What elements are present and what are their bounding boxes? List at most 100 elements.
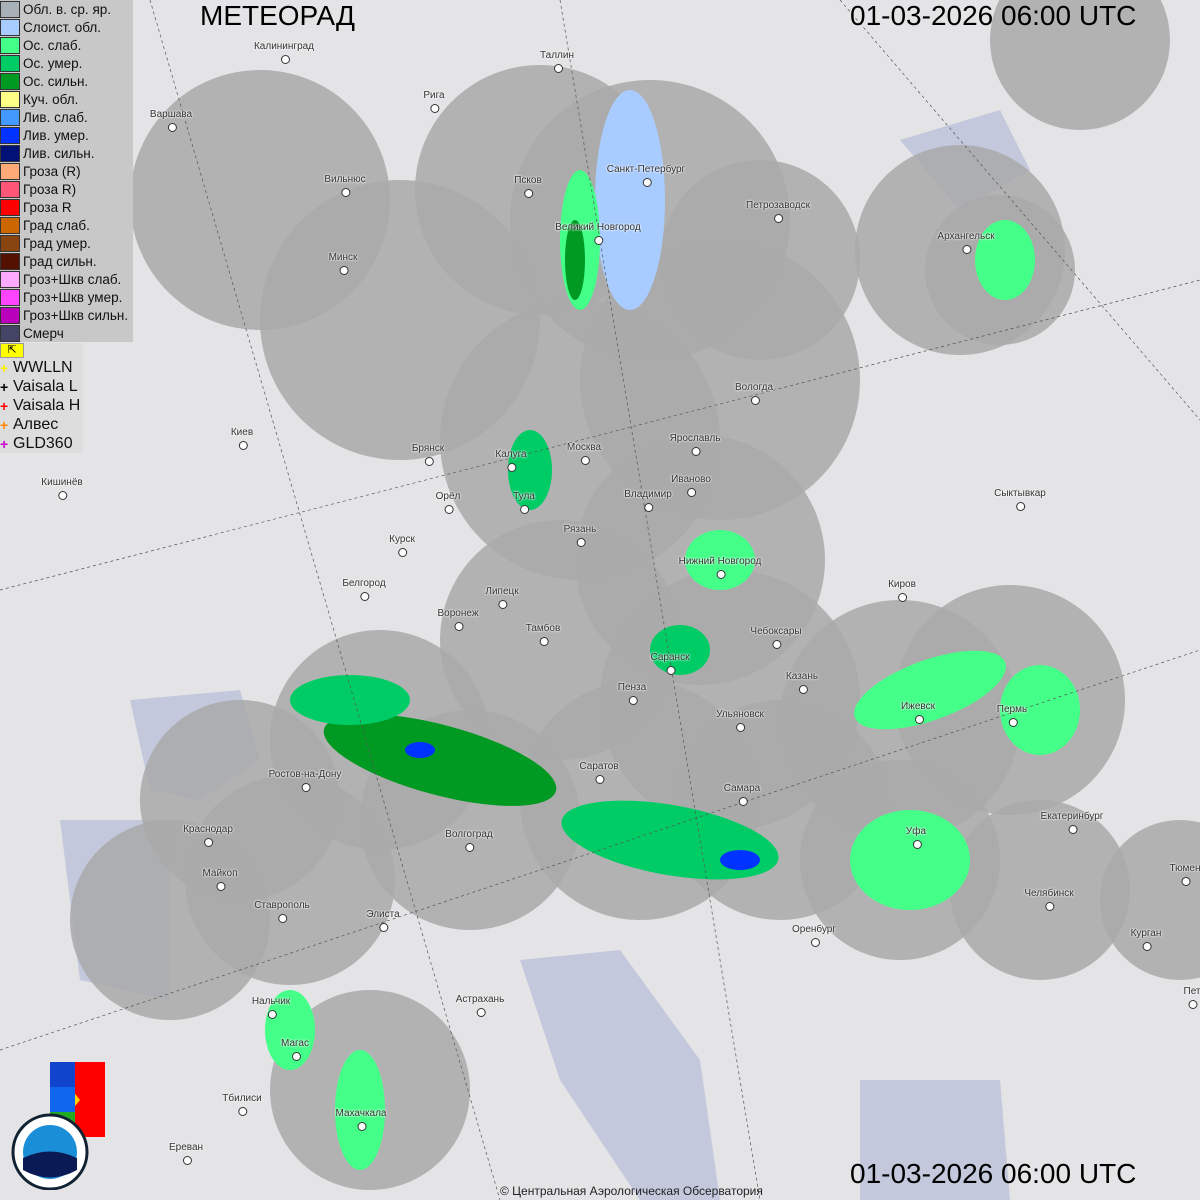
city-label: Екатеринбург (1040, 811, 1104, 834)
lightning-cross-icon: + (0, 359, 9, 376)
city-label: Курск (389, 534, 415, 557)
legend-label: Ос. сильн. (23, 73, 89, 89)
lightning-item: + WWLLN (0, 358, 80, 377)
legend-swatch (0, 126, 20, 144)
city-label: Москва (566, 442, 602, 465)
legend-swatch (0, 180, 20, 198)
legend-item: Лив. умер. (0, 126, 131, 144)
legend-item: Лив. сильн. (0, 144, 131, 162)
lightning-cross-icon: + (0, 378, 9, 395)
city-label: Челябинск (1024, 888, 1074, 911)
lightning-label: Алвес (13, 415, 59, 433)
legend-label: Ос. слаб. (23, 37, 82, 53)
legend-swatch (0, 270, 20, 288)
legend-item: Гроза R (0, 198, 131, 216)
city-label: Нальчик (251, 996, 291, 1019)
legend-label: Лив. сильн. (23, 145, 95, 161)
city-label: Элиста (366, 909, 400, 932)
legend-label: Лив. умер. (23, 127, 89, 143)
city-label: Киров (888, 579, 916, 602)
city-label: Орёл (435, 491, 461, 514)
city-label: Калуга (495, 449, 527, 472)
legend-item: Смерч (0, 324, 131, 342)
city-label: Архангельск (937, 231, 995, 254)
legend-swatch (0, 108, 20, 126)
datetime-top: 01-03-2026 06:00 UTC (850, 0, 1137, 31)
precipitation (265, 90, 1080, 1170)
legend-label: Смерч (23, 325, 64, 341)
lightning-item: + Vaisala H (0, 396, 80, 415)
city-label: Тюмен (1169, 863, 1200, 886)
city-label: Санкт-Петербург (606, 164, 686, 187)
city-label: Ярославль (669, 433, 721, 456)
city-label: Ульяновск (716, 709, 764, 732)
legend-label: Гроз+Шкв умер. (23, 289, 123, 305)
legend-label: Лив. слаб. (23, 109, 88, 125)
lightning-label: GLD360 (13, 434, 73, 452)
legend-label: Гроза R) (23, 181, 77, 197)
city-label: Тула (513, 491, 535, 514)
city-label: Пенза (617, 682, 647, 705)
city-label: Уфа (905, 826, 927, 849)
legend-item: Ос. слаб. (0, 36, 131, 54)
lightning-cross-icon: + (0, 397, 9, 414)
city-label: Киев (230, 427, 254, 450)
legend-label: Гроза (R) (23, 163, 81, 179)
city-label: Владимир (624, 489, 672, 512)
lightning-label: WWLLN (13, 358, 73, 376)
city-label: Ижевск (900, 701, 936, 724)
lightning-legend: ⇱ + WWLLN + Vaisala L + Vaisala H + Алвес + GLD36… (0, 343, 84, 453)
legend-item: Слоист. обл. (0, 18, 131, 36)
city-label: Иваново (671, 474, 711, 497)
legend-swatch (0, 90, 20, 108)
copyright: © Центральная Аэрологическая Обсерватори… (500, 1184, 763, 1198)
legend-label: Гроза R (23, 199, 72, 215)
lightning-item: + Vaisala L (0, 377, 80, 396)
city-label: Пет (1183, 986, 1200, 1009)
city-label: Пермь (996, 704, 1028, 727)
city-label: Нижний Новгород (678, 556, 762, 579)
city-label: Калининград (253, 41, 315, 64)
legend-item: Гроза R) (0, 180, 131, 198)
legend-label: Град слаб. (23, 217, 90, 233)
city-label: Псков (514, 175, 542, 198)
legend-label: Слоист. обл. (23, 19, 102, 35)
legend-swatch (0, 252, 20, 270)
city-label: Тбилиси (222, 1093, 262, 1116)
city-label: Рига (423, 90, 445, 113)
city-label: Вильнюс (324, 174, 366, 197)
lightning-label: Vaisala H (13, 396, 81, 414)
city-label: Махачкала (335, 1108, 387, 1131)
legend-swatch (0, 18, 20, 36)
city-label: Петрозаводск (746, 200, 810, 223)
legend-item: Ос. умер. (0, 54, 131, 72)
legend-item: Гроза (R) (0, 162, 131, 180)
city-label: Великий Новгород (555, 222, 641, 245)
city-label: Сыктывкар (994, 488, 1046, 511)
cursor-arrow-icon[interactable]: ⇱ (0, 343, 24, 358)
legend-swatch (0, 72, 20, 90)
city-label: Оренбург (791, 924, 837, 947)
city-label: Таллин (540, 50, 574, 73)
logos (11, 1062, 105, 1190)
legend-label: Гроз+Шкв слаб. (23, 271, 122, 287)
legend-swatch (0, 306, 20, 324)
legend-swatch (0, 0, 20, 18)
legend-item: Лив. слаб. (0, 108, 131, 126)
lightning-item: + GLD360 (0, 434, 80, 453)
city-label: Варшава (149, 109, 193, 132)
city-label: Краснодар (183, 824, 233, 847)
city-label: Рязань (563, 524, 597, 547)
city-label: Тамбов (525, 623, 561, 646)
city-label: Брянск (411, 443, 445, 466)
precipitation-legend: Обл. в. ср. яр. Слоист. обл. Ос. слаб. Ос. … (0, 0, 133, 342)
lightning-cross-icon: + (0, 416, 9, 433)
legend-swatch (0, 216, 20, 234)
city-label: Кишинёв (41, 477, 83, 500)
legend-label: Ос. умер. (23, 55, 83, 71)
legend-swatch (0, 36, 20, 54)
city-label: Курган (1130, 928, 1162, 951)
datetime-bottom: 01-03-2026 06:00 UTC (850, 1158, 1137, 1189)
